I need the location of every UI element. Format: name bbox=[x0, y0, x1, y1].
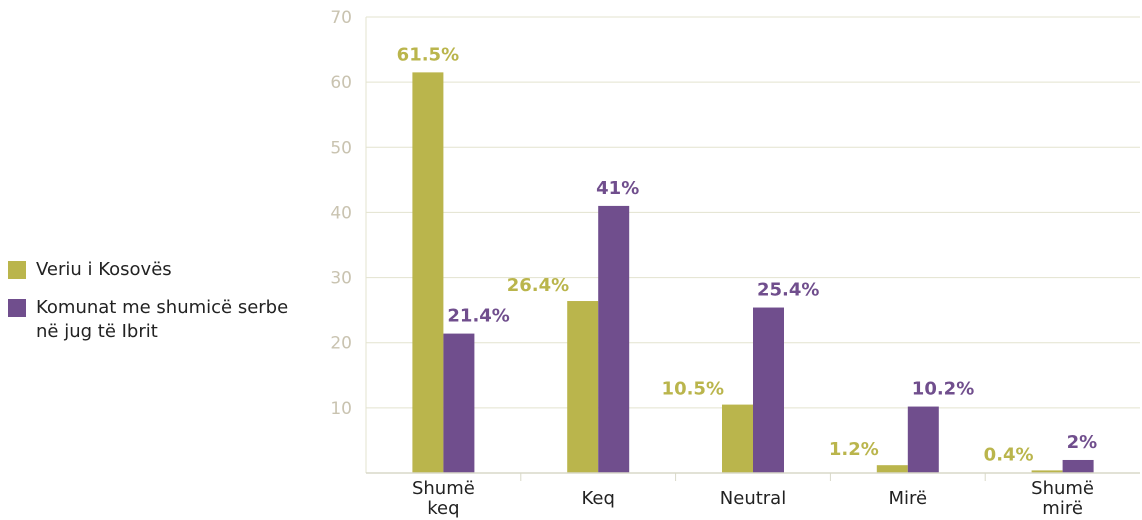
data-label: 1.2% bbox=[829, 439, 879, 460]
legend-swatch-series-1 bbox=[8, 261, 26, 279]
bar-series-1 bbox=[567, 301, 599, 473]
legend: Veriu i Kosovës Komunat me shumicë serbe… bbox=[8, 258, 306, 358]
bar-series-1 bbox=[876, 465, 908, 473]
data-label: 2% bbox=[1067, 432, 1098, 453]
legend-swatch-series-2 bbox=[8, 299, 26, 317]
data-label: 21.4% bbox=[447, 306, 509, 327]
y-tick-label: 60 bbox=[330, 73, 352, 93]
y-tick-label: 40 bbox=[330, 203, 352, 223]
gridlines bbox=[365, 16, 1140, 473]
bar-series-2 bbox=[753, 307, 784, 473]
x-tick-label: Shumë bbox=[412, 478, 475, 499]
legend-item-series-2: Komunat me shumicë serbe në jug të Ibrit bbox=[8, 296, 306, 344]
y-tick-label: 50 bbox=[330, 138, 352, 158]
y-tick-label: 20 bbox=[330, 334, 352, 354]
x-tick-label: Keq bbox=[581, 488, 614, 509]
x-tick-label: mirë bbox=[1042, 498, 1083, 519]
x-tick-label: keq bbox=[427, 498, 459, 519]
y-tick-label: 70 bbox=[330, 8, 352, 28]
legend-label-series-1: Veriu i Kosovës bbox=[36, 259, 172, 280]
y-tick-label: 30 bbox=[330, 269, 352, 289]
x-tick-label: Neutral bbox=[720, 488, 786, 509]
x-axis bbox=[366, 472, 1140, 481]
data-label: 10.5% bbox=[662, 379, 724, 400]
data-label: 0.4% bbox=[984, 444, 1034, 465]
y-axis-ticks: 10 20 30 40 50 60 70 bbox=[330, 8, 352, 419]
bar-series-2 bbox=[1062, 459, 1094, 473]
legend-label-series-2: Komunat me shumicë serbe në jug të Ibrit bbox=[36, 297, 289, 342]
bars bbox=[412, 72, 1094, 473]
bar-series-1 bbox=[722, 404, 753, 473]
data-label: 10.2% bbox=[912, 379, 974, 400]
bar-series-1 bbox=[412, 72, 444, 473]
x-tick-label: Shumë bbox=[1031, 478, 1094, 499]
y-tick-label: 10 bbox=[330, 399, 352, 419]
data-label: 25.4% bbox=[757, 280, 819, 301]
data-label: 26.4% bbox=[507, 275, 569, 296]
bar-series-2 bbox=[907, 406, 939, 473]
data-label: 41% bbox=[596, 178, 639, 199]
bar-series-2 bbox=[443, 333, 475, 473]
bar-series-1 bbox=[1031, 470, 1063, 473]
data-label: 61.5% bbox=[397, 44, 459, 65]
x-tick-label: Mirë bbox=[888, 488, 927, 509]
bar-series-2 bbox=[598, 205, 630, 473]
legend-item-series-1: Veriu i Kosovës bbox=[8, 258, 306, 282]
data-labels: 61.5% 21.4% 26.4% 41% 10.5% 25.4% 1.2% 10.2% 0.4… bbox=[397, 44, 1097, 465]
